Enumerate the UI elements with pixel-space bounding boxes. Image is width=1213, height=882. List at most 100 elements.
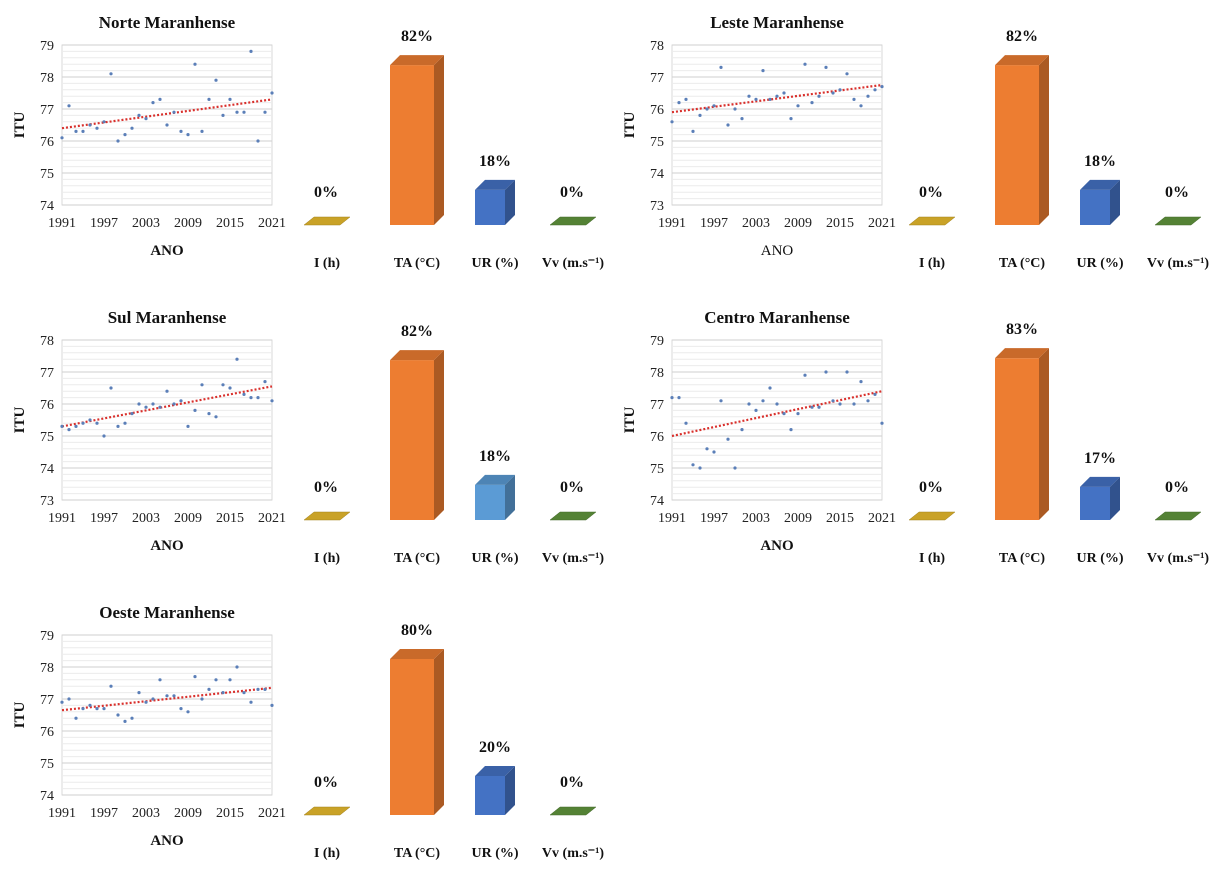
chart-8-point bbox=[270, 703, 274, 707]
chart-6-point bbox=[817, 405, 821, 409]
chart-2-ytick-label: 73 bbox=[650, 199, 664, 214]
chart-2-ytick-label: 74 bbox=[650, 167, 664, 182]
chart-4-point bbox=[249, 396, 253, 400]
sul-bar-panel: 0% I (h) 82% TA (°C) 18% UR (%) 0% Vv (m.s⁻¹) bbox=[285, 295, 605, 575]
chart-6-ytick-label: 78 bbox=[650, 366, 664, 381]
chart-7-category-label: I (h) bbox=[919, 551, 945, 566]
chart-1-bar-1 bbox=[390, 65, 434, 225]
chart-8-xtick-label: 2021 bbox=[258, 806, 286, 821]
chart-6-xtick-label: 2009 bbox=[784, 511, 812, 526]
chart-8-point bbox=[179, 707, 183, 711]
chart-3-bar-side bbox=[1110, 179, 1120, 225]
chart-0-point bbox=[263, 110, 267, 114]
chart-6-point bbox=[698, 466, 702, 470]
chart-1-category-label: UR (%) bbox=[471, 256, 518, 271]
chart-2-point bbox=[712, 104, 716, 108]
chart-4-point bbox=[102, 434, 106, 438]
leste-bar-chart: 0% I (h) 82% TA (°C) 18% UR (%) 0% Vv (m.s⁻¹) bbox=[908, 28, 1209, 271]
chart-6-ytick-label: 74 bbox=[650, 494, 664, 509]
chart-8-point bbox=[123, 719, 127, 723]
chart-2-point bbox=[880, 85, 884, 89]
chart-2-xtick-label: 1991 bbox=[658, 216, 686, 231]
chart-4-point bbox=[270, 399, 274, 403]
chart-0-point bbox=[242, 110, 246, 114]
chart-4-point bbox=[179, 399, 183, 403]
chart-8-point bbox=[88, 703, 92, 707]
chart-3-bar-0 bbox=[908, 216, 956, 226]
oeste-scatter-chart: Oeste Maranhense 74 75 76 77 78 79 1991 1997 2003… bbox=[12, 603, 286, 849]
chart-0-ytick-label: 75 bbox=[40, 167, 54, 182]
chart-6-point bbox=[838, 402, 842, 406]
chart-2-point bbox=[768, 97, 772, 101]
chart-3-bar-label: 82% bbox=[1006, 28, 1038, 45]
chart-8-point bbox=[193, 675, 197, 679]
chart-0-point bbox=[214, 78, 218, 82]
chart-5-category-label: I (h) bbox=[314, 551, 340, 566]
chart-6-point bbox=[824, 370, 828, 374]
chart-2-point bbox=[691, 129, 695, 133]
chart-8-xtick-label: 1991 bbox=[48, 806, 76, 821]
chart-8-point bbox=[228, 678, 232, 682]
chart-2-point bbox=[838, 88, 842, 92]
chart-2-point bbox=[831, 91, 835, 95]
chart-4-xtick-label: 1997 bbox=[90, 511, 118, 526]
chart-8-point bbox=[151, 697, 155, 701]
chart-9-bar-side bbox=[505, 766, 515, 815]
chart-3-bar-1 bbox=[995, 65, 1039, 225]
chart-0-point bbox=[256, 139, 260, 143]
chart-0-point bbox=[179, 129, 183, 133]
chart-0-ytick-label: 76 bbox=[40, 135, 54, 150]
chart-7-bar-label: 83% bbox=[1006, 321, 1038, 338]
chart-8-point bbox=[60, 700, 64, 704]
chart-8-point bbox=[200, 697, 204, 701]
chart-2-point bbox=[782, 91, 786, 95]
chart-2-title: Leste Maranhense bbox=[710, 13, 844, 32]
chart-6-xtick-label: 2015 bbox=[826, 511, 854, 526]
chart-5-category-label: TA (°C) bbox=[394, 551, 441, 566]
chart-4-point bbox=[235, 357, 239, 361]
chart-5-category-label: Vv (m.s⁻¹) bbox=[542, 551, 604, 566]
chart-6-point bbox=[768, 386, 772, 390]
chart-8-point bbox=[109, 684, 113, 688]
chart-1-bar-0 bbox=[303, 216, 351, 226]
chart-0-point bbox=[193, 62, 197, 66]
chart-6-point bbox=[859, 380, 863, 384]
chart-8-point bbox=[249, 700, 253, 704]
chart-8-trendline bbox=[61, 686, 273, 712]
chart-1-bar-top bbox=[475, 179, 515, 190]
chart-4-point bbox=[151, 402, 155, 406]
chart-8-point bbox=[144, 700, 148, 704]
chart-4-xtick-label: 2021 bbox=[258, 511, 286, 526]
chart-0-point bbox=[235, 110, 239, 114]
chart-6-point bbox=[873, 392, 877, 396]
chart-4-point bbox=[137, 402, 141, 406]
chart-0-point bbox=[186, 133, 190, 137]
chart-8-point bbox=[158, 678, 162, 682]
chart-8-point bbox=[81, 707, 85, 711]
chart-7-bar-0 bbox=[908, 511, 956, 521]
chart-1-bar-label: 18% bbox=[479, 153, 511, 170]
chart-0-ytick-label: 78 bbox=[40, 71, 54, 86]
chart-5-bar-2 bbox=[475, 484, 505, 520]
centro-bar-panel: 0% I (h) 83% TA (°C) 17% UR (%) 0% Vv (m.s⁻¹) bbox=[890, 295, 1210, 575]
chart-6-xtick-label: 1997 bbox=[700, 511, 728, 526]
sul-scatter-chart: Sul Maranhense 73 74 75 76 77 78 1991 1997 2003 20… bbox=[12, 308, 286, 554]
chart-6-point bbox=[810, 405, 814, 409]
chart-3-bar-label: 0% bbox=[1165, 184, 1189, 201]
chart-4-ytick-label: 73 bbox=[40, 494, 54, 509]
leste-scatter-panel: Leste Maranhense 73 74 75 76 77 78 1991 1997 2003… bbox=[610, 0, 910, 270]
chart-0-ytick-label: 79 bbox=[40, 39, 54, 54]
chart-6-point bbox=[712, 450, 716, 454]
chart-7-bar-top bbox=[1080, 476, 1120, 487]
chart-0-ylabel: ITU bbox=[12, 112, 28, 139]
chart-7-bar-label: 17% bbox=[1084, 450, 1116, 467]
chart-2-xlabel: ANO bbox=[761, 243, 794, 259]
chart-0-point bbox=[67, 104, 71, 108]
chart-2-point bbox=[859, 104, 863, 108]
chart-4-point bbox=[144, 405, 148, 409]
chart-2-point bbox=[754, 97, 758, 101]
chart-4-ytick-label: 75 bbox=[40, 430, 54, 445]
chart-5-bar-top bbox=[475, 474, 515, 485]
chart-4-point bbox=[74, 424, 78, 428]
chart-0-point bbox=[207, 97, 211, 101]
